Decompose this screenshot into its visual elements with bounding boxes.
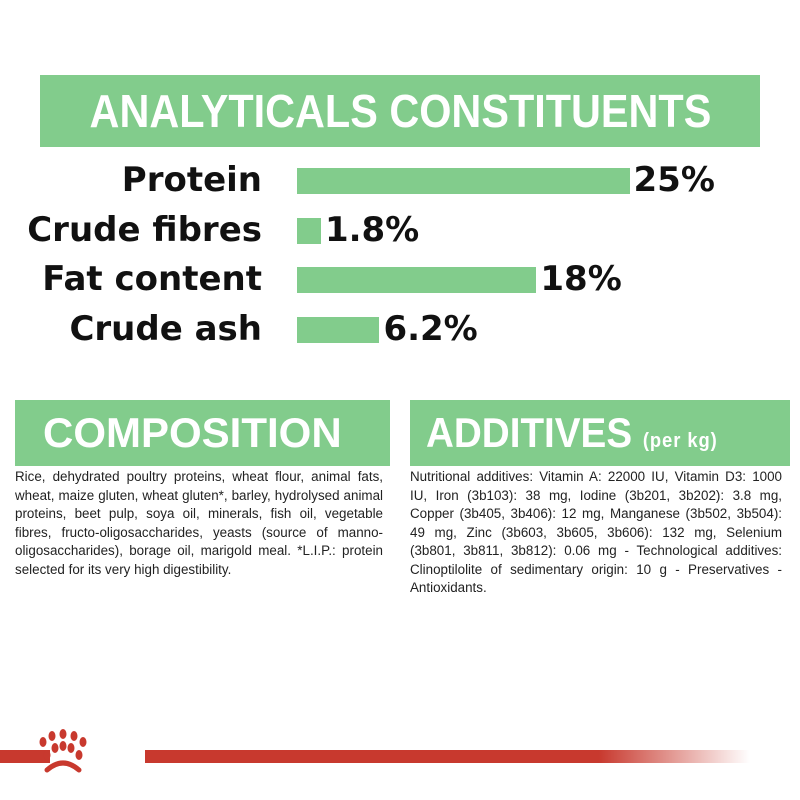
- analytical-row-fat-content: Fat content 18%: [0, 259, 800, 299]
- constituent-label: Fat content: [42, 259, 262, 299]
- additives-title: ADDITIVES: [426, 409, 633, 456]
- additives-unit: (per kg): [642, 430, 718, 452]
- analytical-row-crude-fibres: Crude fibres 1.8%: [0, 210, 800, 250]
- constituent-bar: [297, 168, 630, 194]
- composition-header: COMPOSITION: [15, 400, 390, 466]
- constituent-label: Crude ash: [69, 309, 262, 349]
- constituent-label: Crude fibres: [27, 210, 262, 250]
- constituent-label: Protein: [121, 160, 262, 200]
- constituent-value: 1.8%: [324, 210, 420, 250]
- constituent-value: 25%: [633, 160, 715, 200]
- analytical-row-crude-ash: Crude ash 6.2%: [0, 309, 800, 349]
- brand-line: [145, 750, 750, 763]
- constituent-value: 18%: [540, 259, 622, 299]
- brand-line: [0, 750, 50, 763]
- constituent-value: 6.2%: [383, 309, 478, 349]
- additives-text: Nutritional additives: Vitamin A: 22000 …: [410, 469, 782, 595]
- analyticals-header: ANALYTICALS CONSTITUENTS: [40, 75, 760, 147]
- composition-text: Rice, dehydrated poultry proteins, wheat…: [15, 469, 383, 577]
- analytical-row-protein: Protein 25%: [0, 160, 800, 200]
- additives-header: ADDITIVES (per kg): [410, 400, 790, 466]
- constituent-bar: [297, 317, 380, 343]
- constituent-bar: [297, 218, 321, 244]
- constituent-bar: [297, 267, 537, 293]
- analyticals-title: ANALYTICALS CONSTITUENTS: [89, 85, 711, 137]
- additives-heading: ADDITIVES (per kg): [426, 400, 718, 474]
- royal-canin-crown-icon: [39, 729, 87, 773]
